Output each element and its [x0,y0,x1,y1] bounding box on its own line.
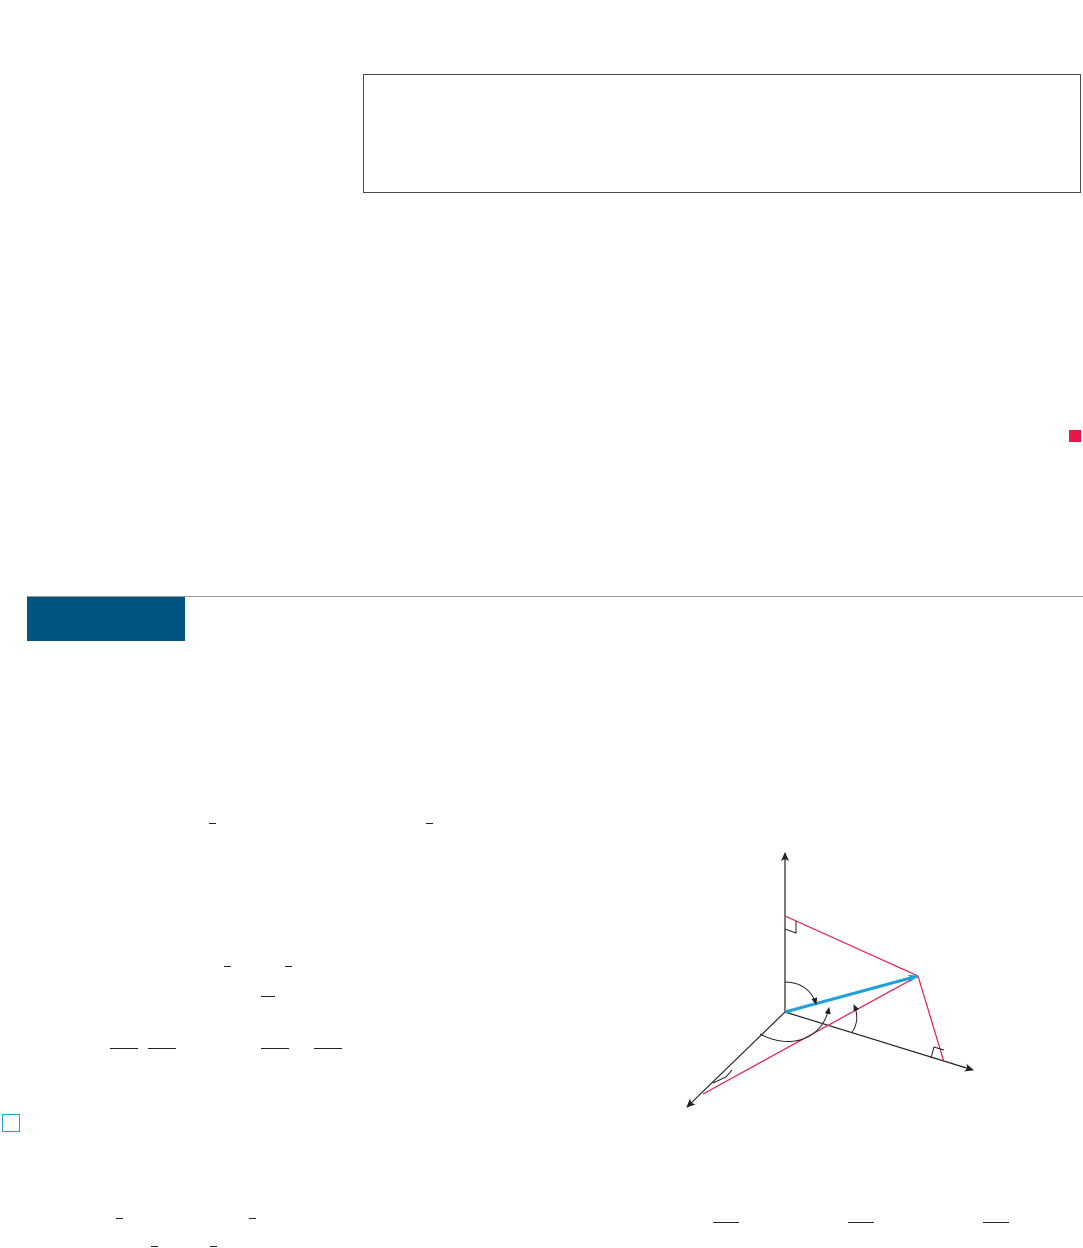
depth-axis [686,1011,786,1108]
angle-with-horizontal-axis [851,1004,860,1033]
radical-overline [224,966,231,967]
vector [784,974,919,1014]
end-of-proof-marker [1069,430,1081,442]
angle-with-vertical-axis [784,981,818,1005]
radical-overline [116,1218,123,1219]
fraction-bar [261,1048,289,1049]
fraction-bar [110,1048,138,1049]
angle-with-depth-axis [759,1007,831,1042]
radical-overline [426,823,433,824]
radical-overline [285,966,292,967]
section-rule [27,596,1083,597]
radical-overline [261,996,275,997]
fraction-bar [983,1222,1009,1223]
right-angle-marker-vertical [784,921,797,934]
section-tab [27,597,185,641]
fraction-bar [314,1048,342,1049]
theorem-box [363,74,1081,193]
radical-overline [210,1246,217,1247]
fraction-bar [148,1048,176,1049]
fraction-bar [713,1222,739,1223]
hint-box [2,1114,20,1132]
radical-overline [249,1218,256,1219]
radical-overline [151,1246,158,1247]
projection-to-horizontal-axis [917,975,945,1063]
horizontal-axis [784,1011,974,1072]
right-angle-marker-depth [712,1069,733,1084]
radical-overline [209,823,216,824]
right-angle-marker-horizontal [930,1046,945,1059]
projection-to-vertical-axis [784,915,919,977]
fraction-bar [848,1222,874,1223]
